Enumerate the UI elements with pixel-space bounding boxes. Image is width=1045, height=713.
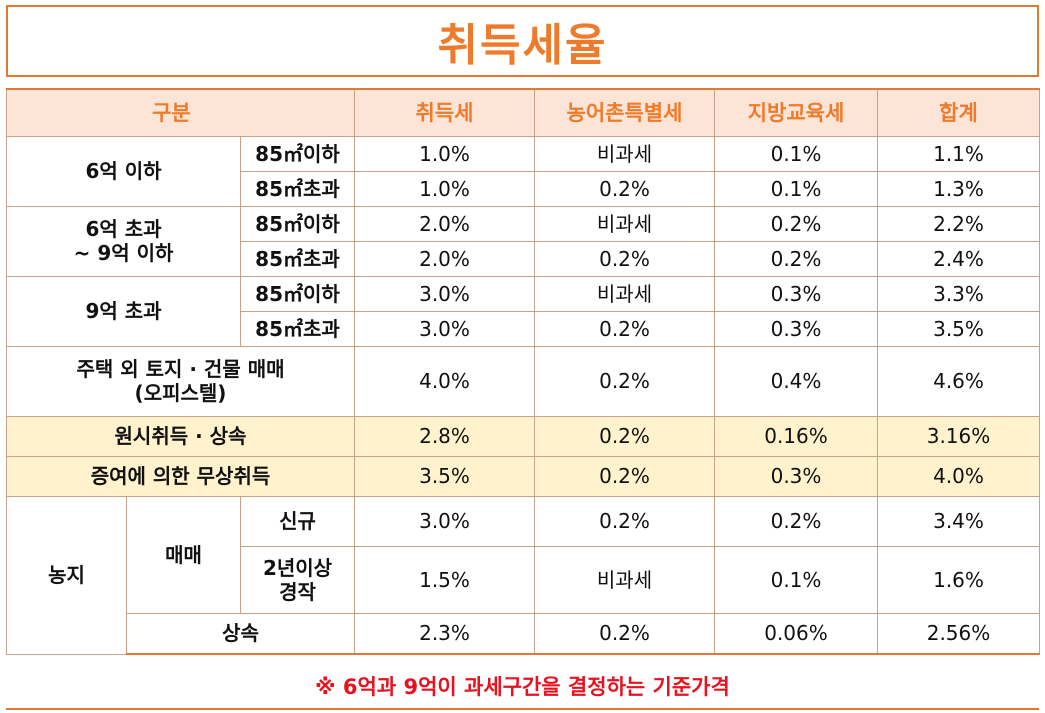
rural-special-tax-value: 0.2% <box>534 455 715 497</box>
local-education-tax-value: 0.3% <box>714 310 878 347</box>
size-label: 85㎡초과 <box>240 170 355 207</box>
local-education-tax-value: 0.1% <box>714 545 878 614</box>
total-value: 2.4% <box>877 240 1040 277</box>
acquisition-tax-value: 3.5% <box>354 455 535 497</box>
size-label: 85㎡초과 <box>240 240 355 277</box>
local-education-tax-value: 0.16% <box>714 415 878 457</box>
item-label-line1: 2년이상 <box>262 555 333 580</box>
acquisition-tax-value: 2.0% <box>354 240 535 277</box>
table-row: 원시취득 · 상속 2.8% 0.2% 0.16% 3.16% <box>6 415 1040 457</box>
title-box: 취득세율 <box>6 5 1039 77</box>
local-education-tax-value: 0.3% <box>714 275 878 312</box>
rural-special-tax-value: 0.2% <box>534 415 715 457</box>
rural-special-tax-value: 비과세 <box>534 545 715 614</box>
size-label: 85㎡이하 <box>240 135 355 172</box>
item-label: 2년이상 경작 <box>240 545 355 614</box>
item-label: 신규 <box>240 495 355 547</box>
size-label: 85㎡이하 <box>240 205 355 242</box>
rural-special-tax-value: 비과세 <box>534 205 715 242</box>
rural-special-tax-value: 0.2% <box>534 240 715 277</box>
group-label-line2: ~ 9억 이하 <box>73 241 174 265</box>
table-row: 85㎡초과 3.0% 0.2% 0.3% 3.5% <box>7 310 1040 347</box>
total-value: 3.3% <box>877 275 1040 312</box>
local-education-tax-value: 0.1% <box>714 170 878 207</box>
rural-special-tax-value: 0.2% <box>534 310 715 347</box>
group-label: 9억 초과 <box>6 275 241 347</box>
acquisition-tax-value: 1.0% <box>354 170 535 207</box>
page-title: 취득세율 <box>437 20 608 71</box>
local-education-tax-value: 0.2% <box>714 495 878 547</box>
acquisition-tax-value: 3.0% <box>354 275 535 312</box>
table-row: 증여에 의한 무상취득 3.5% 0.2% 0.3% 4.0% <box>6 455 1040 497</box>
footnote: ※ 6억과 9억이 과세구간을 결정하는 기준가격 <box>6 664 1039 710</box>
local-education-tax-value: 0.2% <box>714 240 878 277</box>
total-value: 3.4% <box>877 495 1040 547</box>
header-rural-special-tax: 농어촌특별세 <box>534 88 715 137</box>
tax-rate-table: 구분 취득세 농어촌특별세 지방교육세 합계 6억 이하 85㎡이하 1.0% … <box>6 88 1040 655</box>
rural-special-tax-value: 0.2% <box>534 612 715 655</box>
acquisition-tax-value: 3.0% <box>354 310 535 347</box>
table-row: 농지 매매 신규 3.0% 0.2% 0.2% 3.4% <box>6 495 1040 655</box>
total-value: 2.2% <box>877 205 1040 242</box>
total-value: 1.3% <box>877 170 1040 207</box>
local-education-tax-value: 0.1% <box>714 135 878 172</box>
item-label: 상속 <box>126 612 355 655</box>
row-label: 증여에 의한 무상취득 <box>6 455 355 497</box>
group-label: 6억 초과 ~ 9억 이하 <box>6 205 241 277</box>
table-row: 9억 초과 85㎡이하 3.0% 비과세 0.3% 3.3% <box>6 275 1040 347</box>
rural-special-tax-value: 0.2% <box>534 170 715 207</box>
total-value: 1.6% <box>877 545 1040 614</box>
total-value: 1.1% <box>877 135 1040 172</box>
group-label: 6억 이하 <box>6 135 241 207</box>
acquisition-tax-value: 2.8% <box>354 415 535 457</box>
acquisition-tax-value: 4.0% <box>354 345 535 417</box>
total-value: 3.5% <box>877 310 1040 347</box>
table-row: 상속 2.3% 0.2% 0.06% 2.56% <box>7 612 1040 655</box>
item-label-line2: 경작 <box>279 579 316 604</box>
total-value: 2.56% <box>877 612 1040 655</box>
table-row: 6억 초과 ~ 9억 이하 85㎡이하 2.0% 비과세 0.2% 2.2% <box>6 205 1040 277</box>
row-label: 원시취득 · 상속 <box>6 415 355 457</box>
local-education-tax-value: 0.2% <box>714 205 878 242</box>
local-education-tax-value: 0.06% <box>714 612 878 655</box>
rural-special-tax-value: 0.2% <box>534 345 715 417</box>
acquisition-tax-value: 3.0% <box>354 495 535 547</box>
group-label: 농지 <box>6 495 127 655</box>
local-education-tax-value: 0.3% <box>714 455 878 497</box>
acquisition-tax-value: 2.3% <box>354 612 535 655</box>
acquisition-tax-value: 1.5% <box>354 545 535 614</box>
group-label-line1: 6억 초과 <box>85 217 162 241</box>
row-label-line2: (오피스텔) <box>134 381 227 405</box>
total-value: 4.6% <box>877 345 1040 417</box>
row-label: 주택 외 토지 · 건물 매매 (오피스텔) <box>6 345 355 417</box>
total-value: 3.16% <box>877 415 1040 457</box>
header-total: 합계 <box>877 88 1040 137</box>
sub-group-label: 매매 <box>126 495 241 614</box>
total-value: 4.0% <box>877 455 1040 497</box>
local-education-tax-value: 0.4% <box>714 345 878 417</box>
acquisition-tax-value: 2.0% <box>354 205 535 242</box>
table-row: 6억 이하 85㎡이하 1.0% 비과세 0.1% 1.1% <box>6 135 1040 207</box>
table-header-row: 구분 취득세 농어촌특별세 지방교육세 합계 <box>6 88 1040 137</box>
table-row: 주택 외 토지 · 건물 매매 (오피스텔) 4.0% 0.2% 0.4% 4.… <box>6 345 1040 417</box>
row-label-line1: 주택 외 토지 · 건물 매매 <box>76 357 285 381</box>
size-label: 85㎡이하 <box>240 275 355 312</box>
header-acquisition-tax: 취득세 <box>354 88 535 137</box>
acquisition-tax-value: 1.0% <box>354 135 535 172</box>
rural-special-tax-value: 0.2% <box>534 495 715 547</box>
rural-special-tax-value: 비과세 <box>534 135 715 172</box>
header-local-education-tax: 지방교육세 <box>714 88 878 137</box>
table-row: 2년이상 경작 1.5% 비과세 0.1% 1.6% <box>7 545 1040 614</box>
header-category: 구분 <box>6 88 355 137</box>
size-label: 85㎡초과 <box>240 310 355 347</box>
rural-special-tax-value: 비과세 <box>534 275 715 312</box>
